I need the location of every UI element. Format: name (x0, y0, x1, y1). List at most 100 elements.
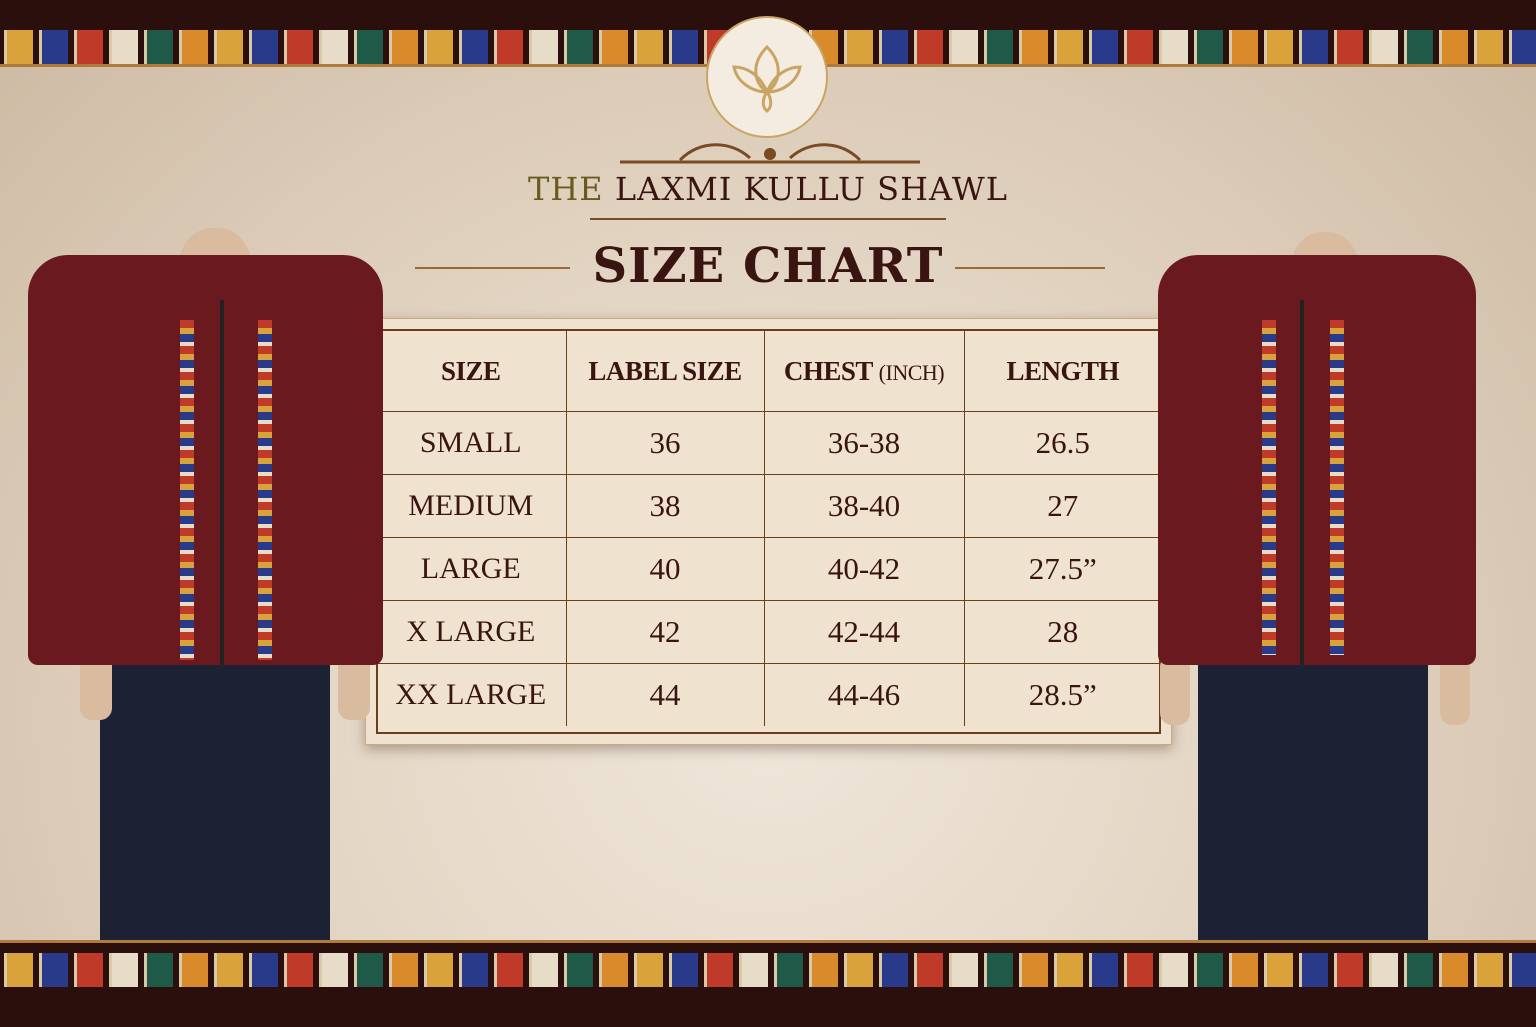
divider (590, 218, 946, 220)
woven-motif (1194, 953, 1223, 987)
woven-motif (1264, 953, 1293, 987)
woven-motif (1124, 30, 1153, 64)
hooded-jacket (28, 255, 383, 665)
woven-motif (1439, 30, 1468, 64)
woven-motif (424, 953, 453, 987)
woven-motif (914, 30, 943, 64)
header-length: LENGTH (963, 331, 1161, 412)
woven-motif (599, 30, 628, 64)
jacket-trim (1262, 320, 1276, 655)
woven-motif (1229, 30, 1258, 64)
woven-motif (424, 30, 453, 64)
header-chest-label: CHEST (783, 355, 873, 386)
woven-motif (1229, 953, 1258, 987)
woven-motif (949, 953, 978, 987)
woven-motif (179, 953, 208, 987)
woven-motif (809, 953, 838, 987)
divider-right (955, 267, 1105, 269)
woven-motif (1474, 30, 1503, 64)
header-size: SIZE (376, 331, 567, 412)
woven-motif (179, 30, 208, 64)
cell-size: XX LARGE (376, 663, 567, 726)
woven-motif (249, 953, 278, 987)
woven-motif (319, 30, 348, 64)
woven-motif (1404, 953, 1433, 987)
woven-motif (1089, 953, 1118, 987)
woven-motif (389, 30, 418, 64)
woven-motif (459, 953, 488, 987)
woven-motif (1299, 953, 1328, 987)
jacket-trim (1330, 320, 1344, 655)
table-row: LARGE 40 40-42 27.5” (376, 537, 1161, 601)
bottom-woven-border (0, 940, 1536, 1027)
woven-motif (354, 30, 383, 64)
woven-motif (319, 953, 348, 987)
size-table: SIZE LABEL SIZE CHEST (INCH) LENGTH SMAL… (376, 331, 1161, 726)
woven-motif (984, 30, 1013, 64)
cell-chest: 36-38 (763, 411, 965, 475)
ornamental-flourish (620, 143, 920, 164)
woven-motif (494, 953, 523, 987)
woven-motif (634, 30, 663, 64)
zipper (1300, 300, 1304, 665)
lotus-logo-icon (706, 16, 828, 138)
woven-motif (1299, 30, 1328, 64)
cell-chest: 44-46 (763, 663, 965, 726)
size-chart-board: SIZE LABEL SIZE CHEST (INCH) LENGTH SMAL… (365, 318, 1172, 745)
woven-motif (494, 30, 523, 64)
woven-motif (74, 30, 103, 64)
cell-length: 28.5” (963, 663, 1161, 726)
woven-motif (1089, 30, 1118, 64)
woven-motif (914, 953, 943, 987)
zipper (220, 300, 224, 670)
woven-motif (284, 953, 313, 987)
woven-motif (109, 953, 138, 987)
woven-motif (564, 30, 593, 64)
woven-motif (39, 30, 68, 64)
table-row: MEDIUM 38 38-40 27 (376, 474, 1161, 538)
cell-size: LARGE (376, 537, 567, 601)
woven-motif (1404, 30, 1433, 64)
woven-motif (844, 953, 873, 987)
jacket-trim (258, 320, 272, 660)
woven-motif (984, 953, 1013, 987)
cell-length: 27.5” (963, 537, 1161, 601)
woven-motif (389, 953, 418, 987)
woven-motif (1334, 953, 1363, 987)
cell-chest: 40-42 (763, 537, 965, 601)
cell-label: 44 (565, 663, 765, 726)
mannequin-hand (1160, 655, 1190, 725)
woven-motif (949, 30, 978, 64)
woven-motif (529, 953, 558, 987)
woven-motif (354, 953, 383, 987)
mannequin-hand (1440, 655, 1470, 725)
woven-motif (879, 953, 908, 987)
woven-motif (1159, 953, 1188, 987)
divider-left (415, 267, 570, 269)
cell-chest: 38-40 (763, 474, 965, 538)
woven-motif (1369, 953, 1398, 987)
hooded-jacket (1158, 255, 1476, 665)
brand-name: THE LAXMI KULLU SHAWL (0, 170, 1536, 208)
woven-motif (669, 953, 698, 987)
woven-motif (1019, 30, 1048, 64)
woven-motif (74, 953, 103, 987)
woven-motif (669, 30, 698, 64)
woven-motif (1194, 30, 1223, 64)
cell-label: 40 (565, 537, 765, 601)
header-chest: CHEST (INCH) (763, 331, 965, 412)
cell-size: X LARGE (376, 600, 567, 664)
cell-size: SMALL (376, 411, 567, 475)
brand-prefix: THE (528, 170, 604, 208)
woven-motif (844, 30, 873, 64)
woven-motif (879, 30, 908, 64)
woven-motif (214, 953, 243, 987)
cell-chest: 42-44 (763, 600, 965, 664)
table-row: SMALL 36 36-38 26.5 (376, 411, 1161, 475)
table-header-row: SIZE LABEL SIZE CHEST (INCH) LENGTH (376, 331, 1161, 412)
page-title: SIZE CHART (592, 238, 944, 294)
woven-motif (774, 953, 803, 987)
top-woven-border (0, 0, 1536, 67)
woven-motif (1124, 953, 1153, 987)
header-chest-unit: (INCH) (878, 359, 945, 385)
